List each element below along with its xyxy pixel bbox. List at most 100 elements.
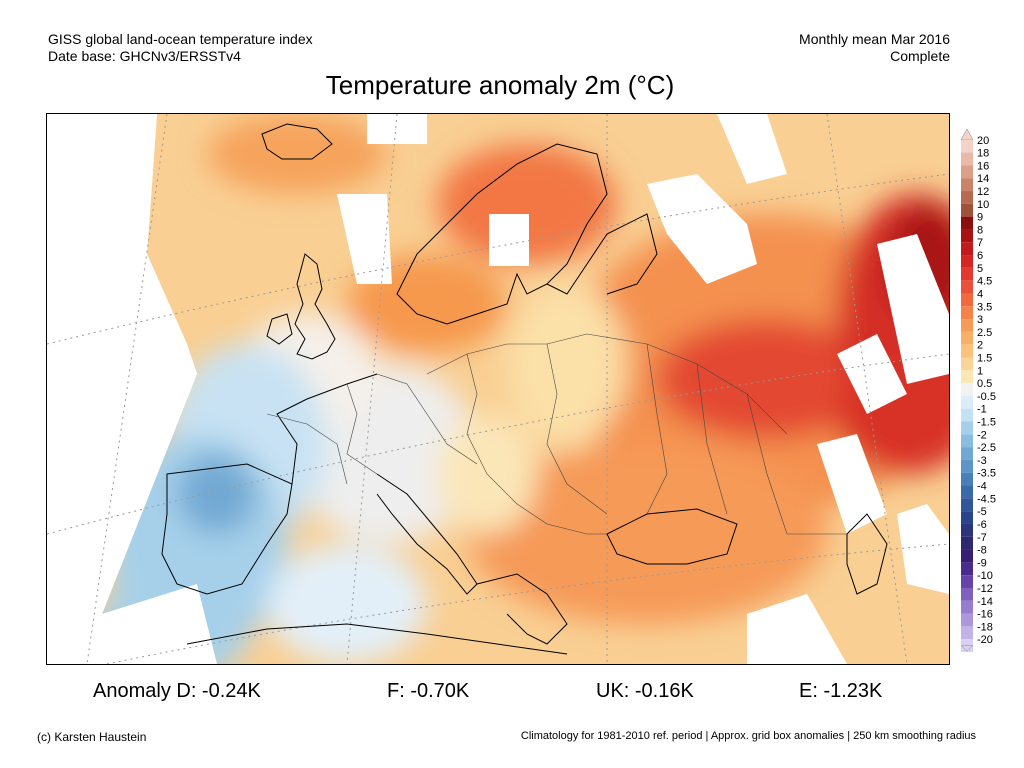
legend-swatch: [961, 255, 973, 268]
map-title: Temperature anomaly 2m (°C): [325, 70, 675, 100]
legend-label: -4.5: [977, 493, 996, 505]
legend-swatch: [961, 267, 973, 281]
legend-swatch: [961, 306, 973, 320]
legend-label: -5: [977, 506, 987, 518]
legend-label: 8: [977, 224, 983, 236]
status-label: Complete: [890, 48, 950, 64]
legend-swatch: [961, 370, 973, 384]
country-borders: [266, 333, 847, 535]
legend-label: 0.5: [977, 378, 992, 390]
legend-label: -16: [977, 609, 993, 621]
legend-label: -2: [977, 429, 987, 441]
map-canvas: [47, 114, 949, 664]
legend-label: -0.5: [977, 391, 996, 403]
legend-labels: 201816141210987654.543.532.521.510.5-0.5…: [977, 135, 996, 646]
legend-swatch: [961, 498, 973, 512]
legend-swatch: [961, 331, 973, 345]
anomaly-spain: E: -1.23K: [799, 680, 883, 702]
legend-label: 2: [977, 340, 983, 352]
legend-swatch: [961, 523, 973, 537]
legend-swatch: [961, 421, 973, 435]
legend-label: -20: [977, 634, 993, 646]
legend-swatch: [961, 229, 973, 243]
legend-label: -3: [977, 455, 987, 467]
header-left: GISS global land-ocean temperature index…: [48, 31, 313, 65]
anomaly-france: F: -0.70K: [387, 680, 470, 702]
legend-swatch: [961, 191, 973, 204]
legend-swatch: [961, 587, 973, 601]
legend-label: 12: [977, 186, 989, 198]
method-note: Climatology for 1981-2010 ref. period | …: [520, 730, 976, 742]
legend-label: -12: [977, 583, 993, 595]
legend-label: -1.5: [977, 417, 996, 429]
legend-swatch: [961, 434, 973, 448]
legend-label: 7: [977, 237, 983, 249]
header-right: Monthly mean Mar 2016 Complete: [799, 31, 950, 65]
legend-label: 4: [977, 288, 983, 300]
graticule: [47, 114, 949, 664]
anomaly-map: [46, 113, 950, 665]
legend-swatch: [961, 395, 973, 409]
legend-label: -2.5: [977, 442, 996, 454]
period-label: Monthly mean Mar 2016: [799, 31, 950, 47]
legend-swatch: [961, 562, 973, 576]
legend-arrow-bottom: [960, 645, 974, 652]
legend-label: 4.5: [977, 276, 992, 288]
legend-label: 6: [977, 250, 983, 262]
legend-label: -1: [977, 404, 987, 416]
legend-label: -8: [977, 545, 987, 557]
legend-swatch: [961, 549, 973, 563]
legend-label: 1.5: [977, 352, 992, 364]
legend-swatch: [961, 178, 973, 192]
legend-swatch: [961, 613, 973, 627]
legend-swatch: [961, 139, 973, 153]
legend-swatch: [961, 344, 973, 358]
legend-swatch: [961, 459, 973, 473]
color-legend: 201816141210987654.543.532.521.510.5-0.5…: [960, 128, 996, 652]
legend-label: 3.5: [977, 301, 992, 313]
legend-label: -10: [977, 570, 993, 582]
anomaly-germany: Anomaly D: -0.24K: [93, 680, 261, 702]
legend-arrow-top: [960, 128, 974, 141]
legend-swatch: [961, 293, 973, 307]
legend-swatch: [961, 472, 973, 486]
legend-swatch: [961, 319, 973, 332]
legend-swatch: [961, 408, 973, 422]
legend-swatch: [961, 203, 973, 217]
anomaly-field: [102, 114, 949, 664]
legend-label: 1: [977, 365, 983, 377]
database-label: Date base: GHCNv3/ERSSTv4: [48, 48, 241, 64]
legend-swatch: [961, 600, 973, 614]
legend-swatch: [961, 511, 973, 524]
credit-label: (c) Karsten Haustein: [37, 730, 147, 744]
legend-swatch: [961, 536, 973, 550]
legend-label: -18: [977, 621, 993, 633]
legend-label: 2.5: [977, 327, 992, 339]
dataset-label: GISS global land-ocean temperature index: [48, 31, 313, 47]
legend-swatch: [961, 216, 973, 230]
coastlines: [161, 123, 888, 655]
legend-swatch: [961, 626, 973, 640]
legend-label: 18: [977, 148, 989, 160]
legend-label: 9: [977, 212, 983, 224]
legend-label: 10: [977, 199, 989, 211]
legend-swatch: [961, 575, 973, 588]
legend-label: -6: [977, 519, 987, 531]
legend-label: 20: [977, 135, 989, 147]
legend-label: -14: [977, 596, 993, 608]
anomaly-uk: UK: -0.16K: [596, 680, 694, 702]
legend-label: 5: [977, 263, 983, 275]
legend-label: -7: [977, 532, 987, 544]
legend-swatch: [961, 447, 973, 460]
legend-swatch: [961, 242, 973, 256]
legend-label: -4: [977, 481, 987, 493]
legend-swatches: [960, 128, 974, 652]
legend-swatch: [961, 357, 973, 371]
legend-swatch: [961, 383, 973, 396]
legend-swatch: [961, 152, 973, 166]
legend-label: -9: [977, 557, 987, 569]
legend-swatch: [961, 485, 973, 499]
legend-label: -3.5: [977, 468, 996, 480]
legend-swatch: [961, 165, 973, 179]
legend-swatch: [961, 280, 973, 294]
